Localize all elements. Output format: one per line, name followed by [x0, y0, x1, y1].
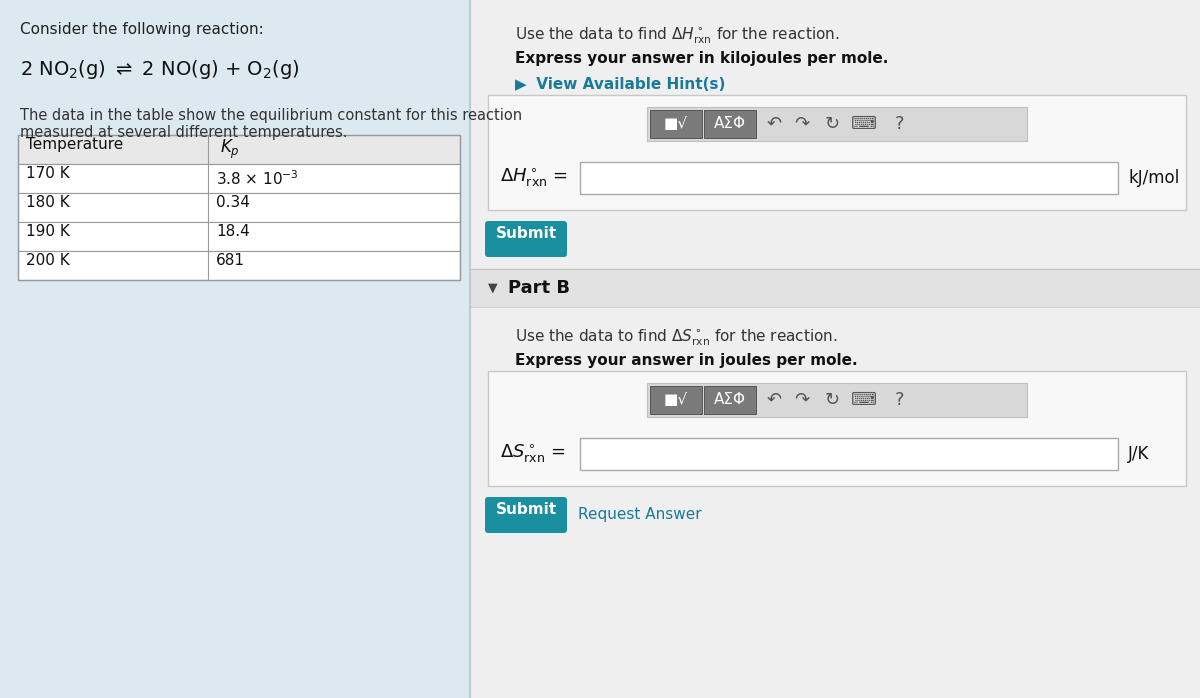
Text: 170 K: 170 K: [26, 166, 70, 181]
FancyBboxPatch shape: [488, 371, 1186, 486]
Text: ▶: ▶: [515, 77, 527, 92]
Text: Consider the following reaction:: Consider the following reaction:: [20, 22, 264, 37]
Text: 18.4: 18.4: [216, 224, 250, 239]
FancyBboxPatch shape: [485, 221, 568, 257]
FancyBboxPatch shape: [18, 164, 460, 193]
Text: ↻: ↻: [824, 391, 840, 409]
Text: Submit: Submit: [496, 503, 557, 517]
FancyBboxPatch shape: [704, 110, 756, 138]
FancyBboxPatch shape: [18, 193, 460, 222]
FancyBboxPatch shape: [650, 386, 702, 414]
Text: Express your answer in joules per mole.: Express your answer in joules per mole.: [515, 353, 858, 368]
Text: Temperature: Temperature: [26, 137, 124, 152]
FancyBboxPatch shape: [647, 383, 1027, 417]
Text: View Available Hint(s): View Available Hint(s): [530, 77, 725, 92]
FancyBboxPatch shape: [704, 386, 756, 414]
Text: ΑΣΦ: ΑΣΦ: [714, 392, 746, 408]
Text: 2 NO$_2$(g) $\rightleftharpoons$ 2 NO(g) + O$_2$(g): 2 NO$_2$(g) $\rightleftharpoons$ 2 NO(g)…: [20, 58, 300, 81]
Text: ■√: ■√: [664, 392, 688, 408]
FancyBboxPatch shape: [18, 135, 460, 164]
Text: 3.8 $\times$ 10$^{-3}$: 3.8 $\times$ 10$^{-3}$: [216, 169, 299, 188]
Text: Use the data to find $\Delta H^\circ_{\rm rxn}$ for the reaction.: Use the data to find $\Delta H^\circ_{\r…: [515, 25, 840, 45]
FancyBboxPatch shape: [488, 95, 1186, 210]
Text: The data in the table show the equilibrium constant for this reaction: The data in the table show the equilibri…: [20, 108, 522, 123]
Text: $\Delta H^\circ_{\rm rxn}$ =: $\Delta H^\circ_{\rm rxn}$ =: [500, 167, 568, 189]
Text: ΑΣΦ: ΑΣΦ: [714, 117, 746, 131]
FancyBboxPatch shape: [18, 222, 460, 251]
Text: ↶: ↶: [767, 115, 781, 133]
Text: ↷: ↷: [794, 391, 810, 409]
Text: ↶: ↶: [767, 391, 781, 409]
Text: 180 K: 180 K: [26, 195, 70, 210]
Text: ↷: ↷: [794, 115, 810, 133]
Text: ■√: ■√: [664, 117, 688, 131]
Text: 190 K: 190 K: [26, 224, 70, 239]
Text: 200 K: 200 K: [26, 253, 70, 268]
Text: kJ/mol: kJ/mol: [1128, 169, 1180, 187]
Text: ⌨: ⌨: [851, 391, 877, 409]
Text: J/K: J/K: [1128, 445, 1150, 463]
FancyBboxPatch shape: [647, 107, 1027, 141]
FancyBboxPatch shape: [18, 251, 460, 280]
Text: $K_p$: $K_p$: [220, 138, 240, 161]
Text: Use the data to find $\Delta S^\circ_{\rm rxn}$ for the reaction.: Use the data to find $\Delta S^\circ_{\r…: [515, 327, 838, 348]
Text: measured at several different temperatures.: measured at several different temperatur…: [20, 125, 348, 140]
Text: ⌨: ⌨: [851, 115, 877, 133]
FancyBboxPatch shape: [580, 162, 1118, 194]
FancyBboxPatch shape: [650, 110, 702, 138]
Text: ▼: ▼: [488, 281, 498, 295]
FancyBboxPatch shape: [470, 269, 1200, 307]
Text: 0.34: 0.34: [216, 195, 250, 210]
Text: ↻: ↻: [824, 115, 840, 133]
FancyBboxPatch shape: [485, 497, 568, 533]
Text: Submit: Submit: [496, 226, 557, 242]
Text: Request Answer: Request Answer: [578, 507, 702, 523]
Text: 681: 681: [216, 253, 245, 268]
Text: Express your answer in kilojoules per mole.: Express your answer in kilojoules per mo…: [515, 51, 888, 66]
FancyBboxPatch shape: [0, 0, 470, 698]
Text: $\Delta S^\circ_{\rm rxn}$ =: $\Delta S^\circ_{\rm rxn}$ =: [500, 443, 565, 465]
Text: ?: ?: [894, 391, 904, 409]
FancyBboxPatch shape: [580, 438, 1118, 470]
Text: ?: ?: [894, 115, 904, 133]
Text: Part B: Part B: [508, 279, 570, 297]
